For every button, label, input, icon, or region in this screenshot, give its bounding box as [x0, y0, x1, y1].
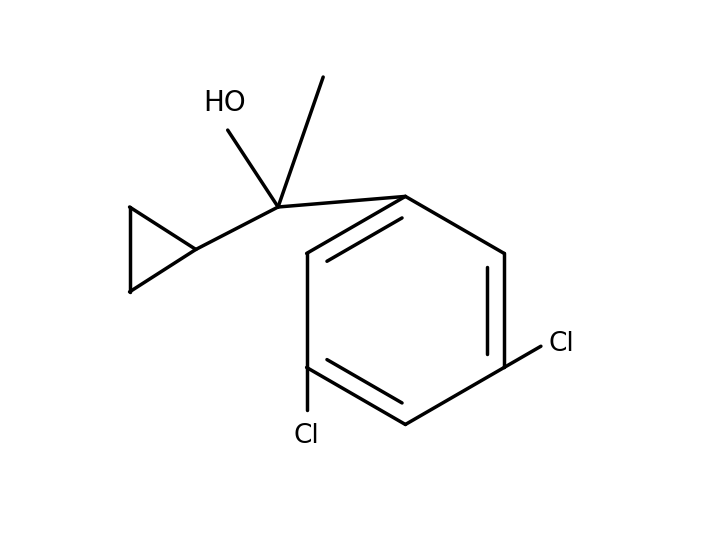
Text: Cl: Cl — [549, 331, 574, 356]
Text: Cl: Cl — [294, 423, 320, 449]
Text: HO: HO — [204, 89, 246, 117]
